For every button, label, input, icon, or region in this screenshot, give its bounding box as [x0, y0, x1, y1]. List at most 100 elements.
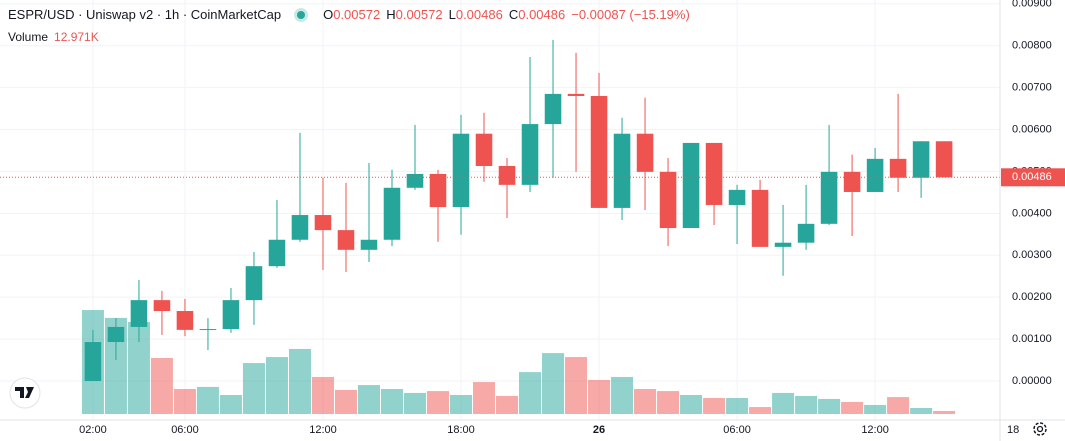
volume-bar — [703, 398, 726, 414]
volume-bar — [588, 379, 611, 414]
volume-bar — [542, 353, 565, 414]
x-tick-label: 06:00 — [723, 424, 751, 436]
volume-bar — [657, 391, 680, 414]
candle-body — [659, 171, 677, 229]
volume-bar — [795, 395, 818, 414]
y-tick-label: 0.00100 — [1012, 333, 1052, 345]
y-tick-label: 0.00600 — [1012, 123, 1052, 135]
volume-bar — [818, 398, 841, 414]
grid — [0, 0, 1000, 420]
volume-bar — [634, 388, 657, 414]
volume-bar — [219, 395, 242, 414]
candle-body — [153, 300, 171, 312]
symbol-title[interactable]: ESPR/USD · Uniswap v2 · 1h · CoinMarketC… — [8, 7, 282, 22]
candle-body — [176, 311, 194, 330]
x-tick-label: 12:00 — [861, 424, 889, 436]
ohlc-value: 0.00572 — [333, 7, 381, 22]
candle-body — [314, 215, 332, 231]
volume-label: Volume — [8, 30, 49, 44]
volume-bar — [265, 357, 288, 414]
candle-body — [682, 142, 700, 229]
candle-body — [245, 266, 263, 301]
candle-body — [889, 158, 907, 178]
candle-body — [291, 215, 309, 240]
y-tick-label: 0.00200 — [1012, 291, 1052, 303]
x-tick-label: 06:00 — [171, 424, 199, 436]
last-price-label: 0.00486 — [1012, 171, 1052, 183]
status-dot — [297, 10, 306, 19]
candle-body — [912, 141, 930, 178]
candle-body — [728, 189, 746, 205]
x-tick-label: 18:00 — [447, 424, 475, 436]
ohlc-value: 0.00486 — [518, 7, 566, 22]
time-axis-bg — [0, 420, 1065, 441]
volume-bar — [150, 357, 173, 414]
volume-bar — [887, 397, 910, 414]
volume-bar — [196, 386, 219, 414]
volume-bar — [403, 392, 427, 414]
price-change: −0.00087 (−15.19%) — [571, 7, 690, 22]
y-tick-label: 0.00000 — [1012, 375, 1052, 387]
candle-body — [567, 93, 585, 96]
candle-body — [337, 230, 355, 250]
candle-body — [199, 329, 217, 331]
volume-bar — [749, 407, 772, 414]
candle-body — [636, 133, 654, 172]
candle-body — [820, 171, 838, 224]
volume-bar — [496, 395, 519, 414]
candle-body — [84, 342, 102, 382]
volume-bar — [864, 404, 887, 414]
volume-bar — [565, 357, 588, 414]
candle-body — [475, 133, 493, 166]
volume-bar — [173, 388, 196, 414]
candle-body — [406, 173, 424, 188]
volume-bar — [726, 398, 749, 414]
volume-bar — [311, 376, 334, 414]
settings-icon[interactable] — [1033, 422, 1047, 436]
ohlc-label: O — [323, 7, 334, 22]
candle-body — [130, 300, 148, 327]
ohlc-label: L — [448, 7, 456, 22]
y-tick-label: 0.00700 — [1012, 82, 1052, 94]
y-tick-label: 0.00300 — [1012, 249, 1052, 261]
candle-body — [705, 142, 723, 205]
volume-bar — [841, 401, 864, 414]
tradingview-logo[interactable] — [9, 377, 41, 409]
last-price-tag — [1001, 168, 1065, 187]
x-tick-label: 12:00 — [309, 424, 337, 436]
volume-bar — [357, 385, 380, 414]
ohlc-label: C — [508, 7, 519, 22]
candle-body — [774, 242, 792, 247]
candle-body — [935, 141, 953, 178]
volume-bar — [427, 391, 450, 414]
volume-bar — [242, 363, 265, 414]
candle-body — [797, 223, 815, 243]
volume-legend: Volume 12.971K — [8, 30, 99, 44]
legend-row: ESPR/USD · Uniswap v2 · 1h · CoinMarketC… — [8, 7, 690, 22]
y-tick-label: 0.00800 — [1012, 40, 1052, 52]
candle-body — [452, 133, 470, 208]
candle-body — [429, 173, 447, 208]
volume-last: 12.971K — [54, 30, 99, 44]
candle-body — [544, 93, 562, 125]
candle-body — [613, 133, 631, 208]
ohlc-value: 0.00572 — [395, 7, 443, 22]
candle-body — [521, 124, 539, 185]
y-tick-label: 0.00400 — [1012, 207, 1052, 219]
candle-body — [843, 171, 861, 192]
x-tick-label: 26 — [593, 424, 605, 436]
ohlc-label: H — [386, 7, 396, 22]
candle-body — [107, 326, 125, 343]
volume-bar — [933, 410, 956, 414]
volume-bar — [473, 382, 496, 414]
price-axis-bg — [1000, 0, 1065, 441]
candle-body — [383, 187, 401, 240]
volume-bar — [450, 395, 473, 414]
candle-body — [222, 300, 240, 330]
volume-bar — [127, 322, 150, 414]
volume-bar — [288, 348, 311, 414]
volume-bar — [519, 372, 542, 414]
